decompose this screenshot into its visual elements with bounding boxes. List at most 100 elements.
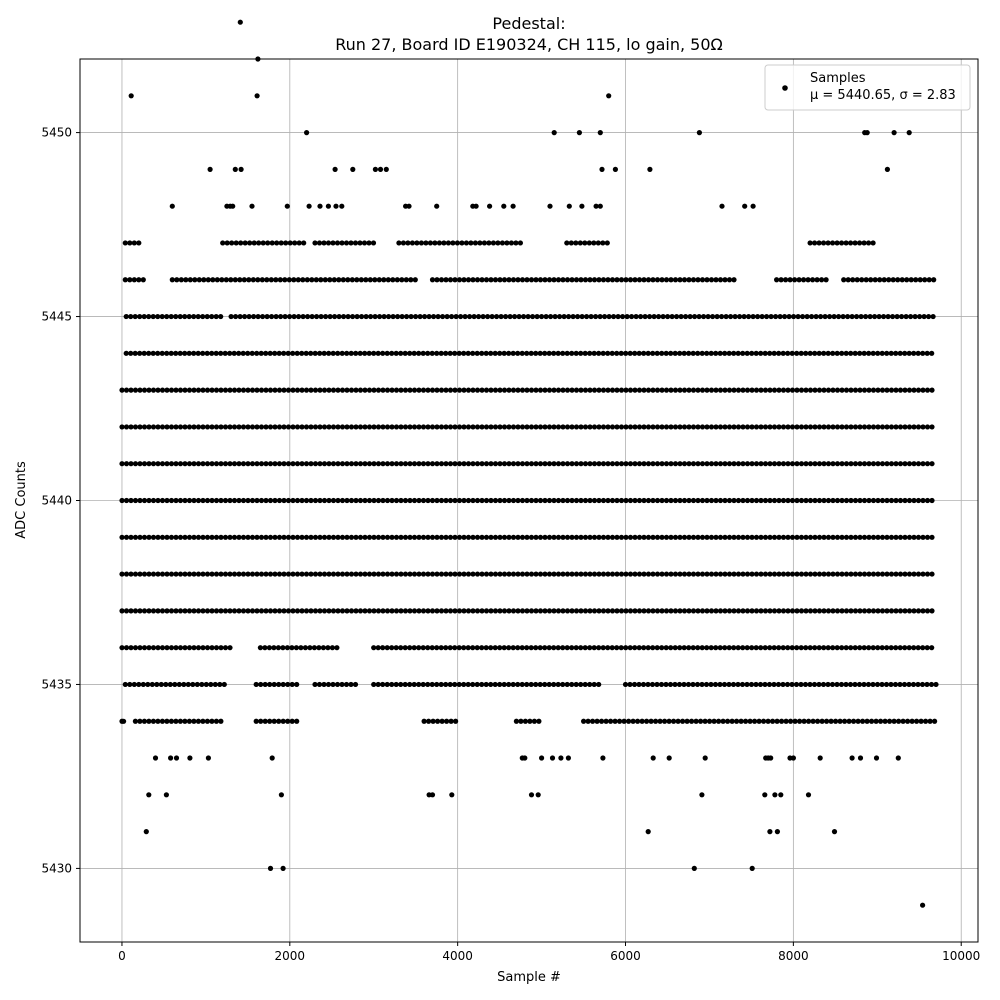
data-point: [426, 313, 432, 320]
data-point: [447, 424, 454, 430]
data-point: [167, 681, 173, 688]
data-point: [267, 571, 274, 577]
data-point: [393, 387, 400, 393]
data-point: [749, 645, 755, 651]
data-point: [668, 645, 674, 651]
data-point: [681, 681, 687, 688]
data-point: [408, 313, 414, 320]
data-point: [254, 571, 260, 577]
data-point: [441, 240, 447, 246]
data-point: [465, 277, 472, 283]
data-point: [561, 313, 567, 320]
data-point: [443, 461, 449, 467]
data-point: [641, 277, 647, 283]
data-point: [766, 681, 773, 688]
data-point: [191, 387, 197, 393]
data-point: [600, 497, 607, 504]
data-point: [429, 350, 435, 356]
data-point: [622, 681, 629, 688]
data-point: [696, 130, 703, 136]
data-point: [650, 461, 656, 467]
data-point: [168, 313, 174, 320]
data-point: [555, 608, 562, 614]
data-point: [560, 424, 566, 430]
legend-marker: [782, 85, 788, 91]
data-point: [483, 571, 490, 577]
data-point: [164, 387, 170, 393]
data-point: [740, 608, 746, 614]
data-point: [591, 461, 598, 467]
data-point: [689, 718, 695, 724]
data-point: [920, 461, 926, 467]
data-point: [461, 608, 467, 614]
data-point: [806, 718, 812, 724]
data-point: [644, 718, 650, 724]
data-point: [650, 608, 656, 614]
data-point: [794, 534, 800, 540]
data-point: [159, 608, 166, 614]
data-point: [366, 461, 373, 467]
data-point: [255, 313, 261, 320]
data-point: [238, 166, 244, 172]
data-point: [173, 608, 179, 614]
data-point: [483, 534, 490, 540]
data-point: [407, 681, 413, 688]
data-point: [254, 497, 260, 504]
data-point: [343, 240, 350, 246]
data-point: [308, 497, 314, 504]
data-point: [345, 277, 351, 283]
data-point: [627, 350, 633, 356]
data-point: [573, 571, 580, 577]
data-point: [762, 681, 768, 688]
data-point: [263, 387, 269, 393]
data-point: [182, 461, 188, 467]
data-point: [218, 534, 224, 540]
data-point: [798, 424, 805, 430]
data-point: [213, 608, 220, 614]
data-point: [416, 571, 422, 577]
data-point: [906, 534, 913, 540]
data-point: [305, 313, 311, 320]
data-point: [420, 645, 426, 651]
data-point: [848, 571, 854, 577]
legend-stats: μ = 5440.65, σ = 2.83: [810, 88, 956, 103]
data-point: [813, 313, 819, 320]
data-point: [672, 497, 679, 504]
data-point: [458, 313, 464, 320]
data-point: [870, 645, 876, 651]
data-point: [267, 865, 274, 872]
data-point: [807, 424, 814, 430]
data-point: [470, 645, 476, 651]
data-point: [447, 534, 454, 540]
data-point: [300, 313, 306, 320]
data-point: [717, 387, 724, 393]
data-point: [915, 350, 921, 356]
data-point: [623, 424, 629, 430]
data-point: [839, 497, 845, 504]
data-point: [874, 681, 881, 688]
data-point: [321, 497, 328, 504]
data-point: [363, 277, 369, 283]
data-point: [434, 534, 440, 540]
data-point: [353, 497, 359, 504]
data-point: [915, 645, 921, 651]
data-point: [312, 424, 319, 430]
data-point: [776, 461, 782, 467]
data-point: [722, 350, 728, 356]
data-point: [816, 681, 822, 688]
data-point: [764, 313, 770, 320]
data-point: [344, 387, 350, 393]
data-point: [645, 534, 652, 540]
data-point: [672, 350, 678, 356]
data-point: [677, 461, 683, 467]
data-point: [420, 608, 427, 614]
data-point: [308, 608, 314, 614]
data-point: [501, 387, 508, 393]
data-point: [201, 277, 207, 283]
data-point: [674, 313, 680, 320]
data-point: [555, 571, 562, 577]
data-point: [155, 387, 161, 393]
data-point: [875, 461, 881, 467]
data-point: [726, 571, 733, 577]
data-point: [325, 240, 332, 246]
